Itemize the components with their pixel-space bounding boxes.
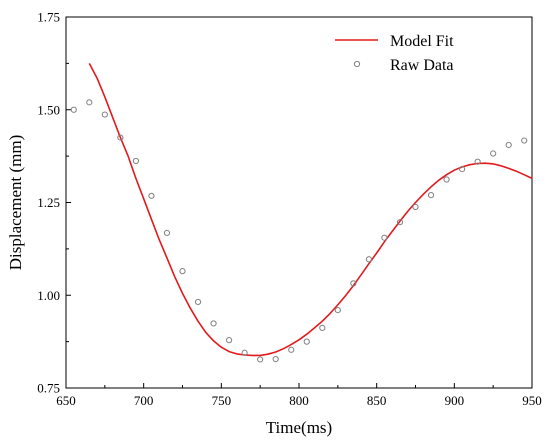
y-tick-label: 0.75 <box>37 381 60 396</box>
legend: Model Fit Raw Data <box>335 33 454 74</box>
raw-data-point <box>427 191 435 199</box>
legend-marker-swatch <box>353 60 361 68</box>
x-tick-label: 750 <box>212 393 232 408</box>
y-tick-label: 1.50 <box>37 102 60 117</box>
raw-data-point <box>272 355 279 363</box>
raw-data-point <box>490 150 497 157</box>
raw-data-point <box>412 203 419 211</box>
raw-data-point <box>319 324 326 331</box>
raw-data-point <box>210 320 217 327</box>
legend-label-raw-data: Raw Data <box>390 57 454 74</box>
raw-data-point <box>179 268 186 275</box>
x-tick-label: 850 <box>367 393 387 408</box>
y-axis-label: Displacement (mm) <box>6 135 25 271</box>
raw-data-point <box>70 106 77 113</box>
raw-data-point <box>443 176 450 183</box>
raw-data-point <box>505 141 512 149</box>
raw-data-point <box>132 157 139 165</box>
raw-data-point <box>86 99 93 106</box>
y-tick-label: 1.75 <box>37 10 60 25</box>
x-tick-label: 650 <box>56 393 76 408</box>
raw-data-point <box>350 280 357 287</box>
x-tick-label: 800 <box>289 393 309 408</box>
raw-data-point <box>101 111 108 118</box>
x-axis-label: Time(ms) <box>266 418 332 437</box>
x-tick-label: 700 <box>134 393 154 408</box>
raw-data-point <box>303 338 310 345</box>
plot-frame <box>65 16 533 389</box>
raw-data-point <box>474 158 481 165</box>
raw-data-point <box>226 337 233 344</box>
x-tick-label: 900 <box>445 393 465 408</box>
axis-ticks: 650 700 750 800 850 900 950 0.75 1.00 1.25 1.50 1.7… <box>37 10 542 409</box>
plot-area <box>65 16 533 389</box>
raw-data-point <box>148 192 155 199</box>
raw-data-point <box>334 306 341 314</box>
raw-data-point <box>381 234 388 241</box>
raw-data-point <box>288 346 295 353</box>
x-tick-label: 950 <box>522 393 542 408</box>
raw-data-point <box>365 256 372 263</box>
raw-data-point <box>117 134 124 141</box>
raw-data-point <box>241 349 248 356</box>
legend-label-model-fit: Model Fit <box>390 33 454 50</box>
raw-data-point <box>194 298 202 306</box>
raw-data-point <box>163 229 171 237</box>
raw-data-point <box>459 166 466 173</box>
y-tick-label: 1.25 <box>37 195 60 210</box>
raw-data-point <box>521 137 528 144</box>
model-fit-line <box>88 63 533 357</box>
raw-data-point <box>257 356 264 363</box>
raw-data-point <box>396 219 404 226</box>
y-tick-label: 1.00 <box>37 288 60 303</box>
series-layer <box>70 63 533 363</box>
